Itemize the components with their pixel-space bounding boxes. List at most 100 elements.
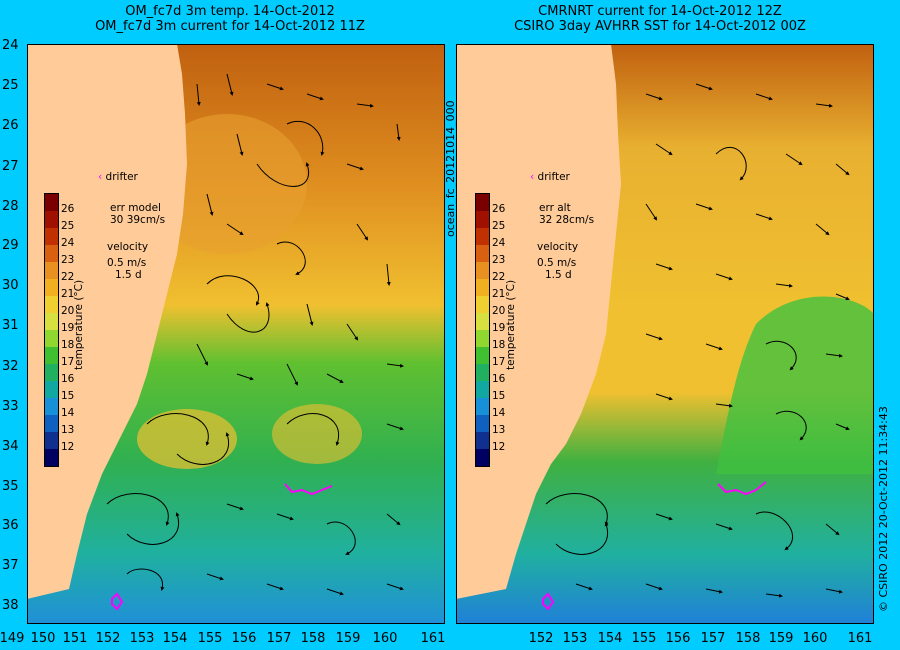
right-colorbar — [475, 193, 490, 467]
colorbar-swatch — [476, 211, 489, 228]
colorbar-tick: 15 — [492, 390, 506, 402]
colorbar-swatch — [45, 347, 58, 364]
colorbar-tick: 13 — [492, 424, 506, 436]
left-title: OM_fc7d 3m temp. 14-Oct-2012 OM_fc7d 3m … — [20, 4, 440, 34]
colorbar-swatch — [45, 398, 58, 415]
y-tick: 35 — [2, 479, 19, 494]
colorbar-tick: 17 — [492, 356, 506, 368]
x-tick: 155 — [631, 631, 657, 646]
y-tick: 30 — [2, 278, 19, 293]
x-tick: 156 — [665, 631, 691, 646]
right-title: CMRNRT current for 14-Oct-2012 12Z CSIRO… — [450, 4, 870, 34]
left-title-line2: OM_fc7d 3m current for 14-Oct-2012 11Z — [95, 19, 365, 34]
velocity-time: 1.5 d — [545, 269, 572, 281]
drifter-track-2 — [111, 592, 124, 611]
err-label: err model — [110, 202, 161, 214]
x-tick: 154 — [597, 631, 623, 646]
right-err: err alt 32 28cm/s — [539, 202, 594, 226]
left-colorbar-label: temperature (°C) — [73, 279, 85, 370]
land-mass — [456, 44, 621, 599]
x-tick: 149 — [0, 631, 25, 646]
colorbar-swatch — [476, 449, 489, 466]
colorbar-tick: 23 — [61, 254, 75, 266]
y-tick: 38 — [2, 598, 19, 613]
colorbar-swatch — [476, 381, 489, 398]
colorbar-swatch — [45, 364, 58, 381]
colorbar-swatch — [45, 211, 58, 228]
y-tick: 33 — [2, 399, 19, 414]
colorbar-swatch — [45, 296, 58, 313]
y-tick: 24 — [2, 38, 19, 53]
colorbar-tick: 24 — [492, 237, 506, 249]
drifter-label: drifter — [105, 171, 138, 183]
velocity-time: 1.5 d — [115, 269, 142, 281]
left-err: err model 30 39cm/s — [110, 202, 165, 226]
left-map-panel — [27, 44, 445, 624]
drifter-label: drifter — [537, 171, 570, 183]
colorbar-tick: 12 — [492, 441, 506, 453]
right-map-panel — [456, 44, 874, 624]
colorbar-tick: 19 — [492, 322, 506, 334]
y-tick: 31 — [2, 318, 19, 333]
colorbar-tick: 17 — [61, 356, 75, 368]
colorbar-tick: 20 — [61, 305, 75, 317]
left-title-line1: OM_fc7d 3m temp. 14-Oct-2012 — [125, 4, 335, 19]
current-vectors — [106, 73, 404, 596]
y-tick: 34 — [2, 439, 19, 454]
colorbar-tick: 13 — [61, 424, 75, 436]
colorbar-tick: 26 — [492, 203, 506, 215]
x-tick: 156 — [231, 631, 257, 646]
colorbar-swatch — [45, 449, 58, 466]
colorbar-tick: 23 — [492, 254, 506, 266]
x-tick: 157 — [266, 631, 292, 646]
colorbar-swatch — [45, 313, 58, 330]
y-tick: 29 — [2, 238, 19, 253]
x-tick: 151 — [62, 631, 88, 646]
colorbar-swatch — [476, 364, 489, 381]
colorbar-tick: 14 — [61, 407, 75, 419]
colorbar-swatch — [476, 398, 489, 415]
right-colorbar-label: temperature (°C) — [505, 279, 517, 370]
y-tick: 37 — [2, 558, 19, 573]
colorbar-tick: 22 — [492, 271, 506, 283]
x-tick: 158 — [300, 631, 326, 646]
y-tick: 25 — [2, 78, 19, 93]
x-tick: 153 — [562, 631, 588, 646]
colorbar-swatch — [476, 279, 489, 296]
colorbar-tick: 25 — [492, 220, 506, 232]
err-label: err alt — [539, 202, 571, 214]
x-tick: 152 — [528, 631, 554, 646]
left-colorbar — [44, 193, 59, 467]
colorbar-tick: 21 — [492, 288, 506, 300]
velocity-label: velocity — [107, 241, 149, 253]
colorbar-swatch — [476, 296, 489, 313]
colorbar-swatch — [45, 262, 58, 279]
current-vectors — [545, 83, 850, 598]
x-tick: 155 — [197, 631, 223, 646]
left-drifter-legend: ‹ drifter — [98, 171, 138, 183]
x-tick: 160 — [372, 631, 398, 646]
run-id-label: ocean_fc_20121014_000 — [444, 100, 457, 237]
y-tick: 28 — [2, 199, 19, 214]
right-title-line1: CMRNRT current for 14-Oct-2012 12Z — [538, 4, 782, 19]
y-tick: 32 — [2, 359, 19, 374]
drifter-track-1 — [717, 481, 767, 496]
drifter-track-2 — [542, 592, 555, 611]
right-velocity: velocity 0.5 m/s 1.5 d — [537, 241, 578, 281]
x-tick: 160 — [802, 631, 828, 646]
colorbar-tick: 20 — [492, 305, 506, 317]
colorbar-tick: 12 — [61, 441, 75, 453]
x-tick: 161 — [847, 631, 873, 646]
left-velocity: velocity 0.5 m/s 1.5 d — [107, 241, 148, 281]
x-tick: 153 — [129, 631, 155, 646]
y-tick: 27 — [2, 159, 19, 174]
colorbar-tick: 21 — [61, 288, 75, 300]
x-tick: 158 — [735, 631, 761, 646]
colorbar-tick: 19 — [61, 322, 75, 334]
credit-label: © CSIRO 2012 20-Oct-2012 11:34:43 — [877, 406, 890, 612]
colorbar-swatch — [476, 194, 489, 211]
colorbar-swatch — [45, 194, 58, 211]
colorbar-tick: 22 — [61, 271, 75, 283]
colorbar-swatch — [476, 262, 489, 279]
colorbar-swatch — [476, 313, 489, 330]
